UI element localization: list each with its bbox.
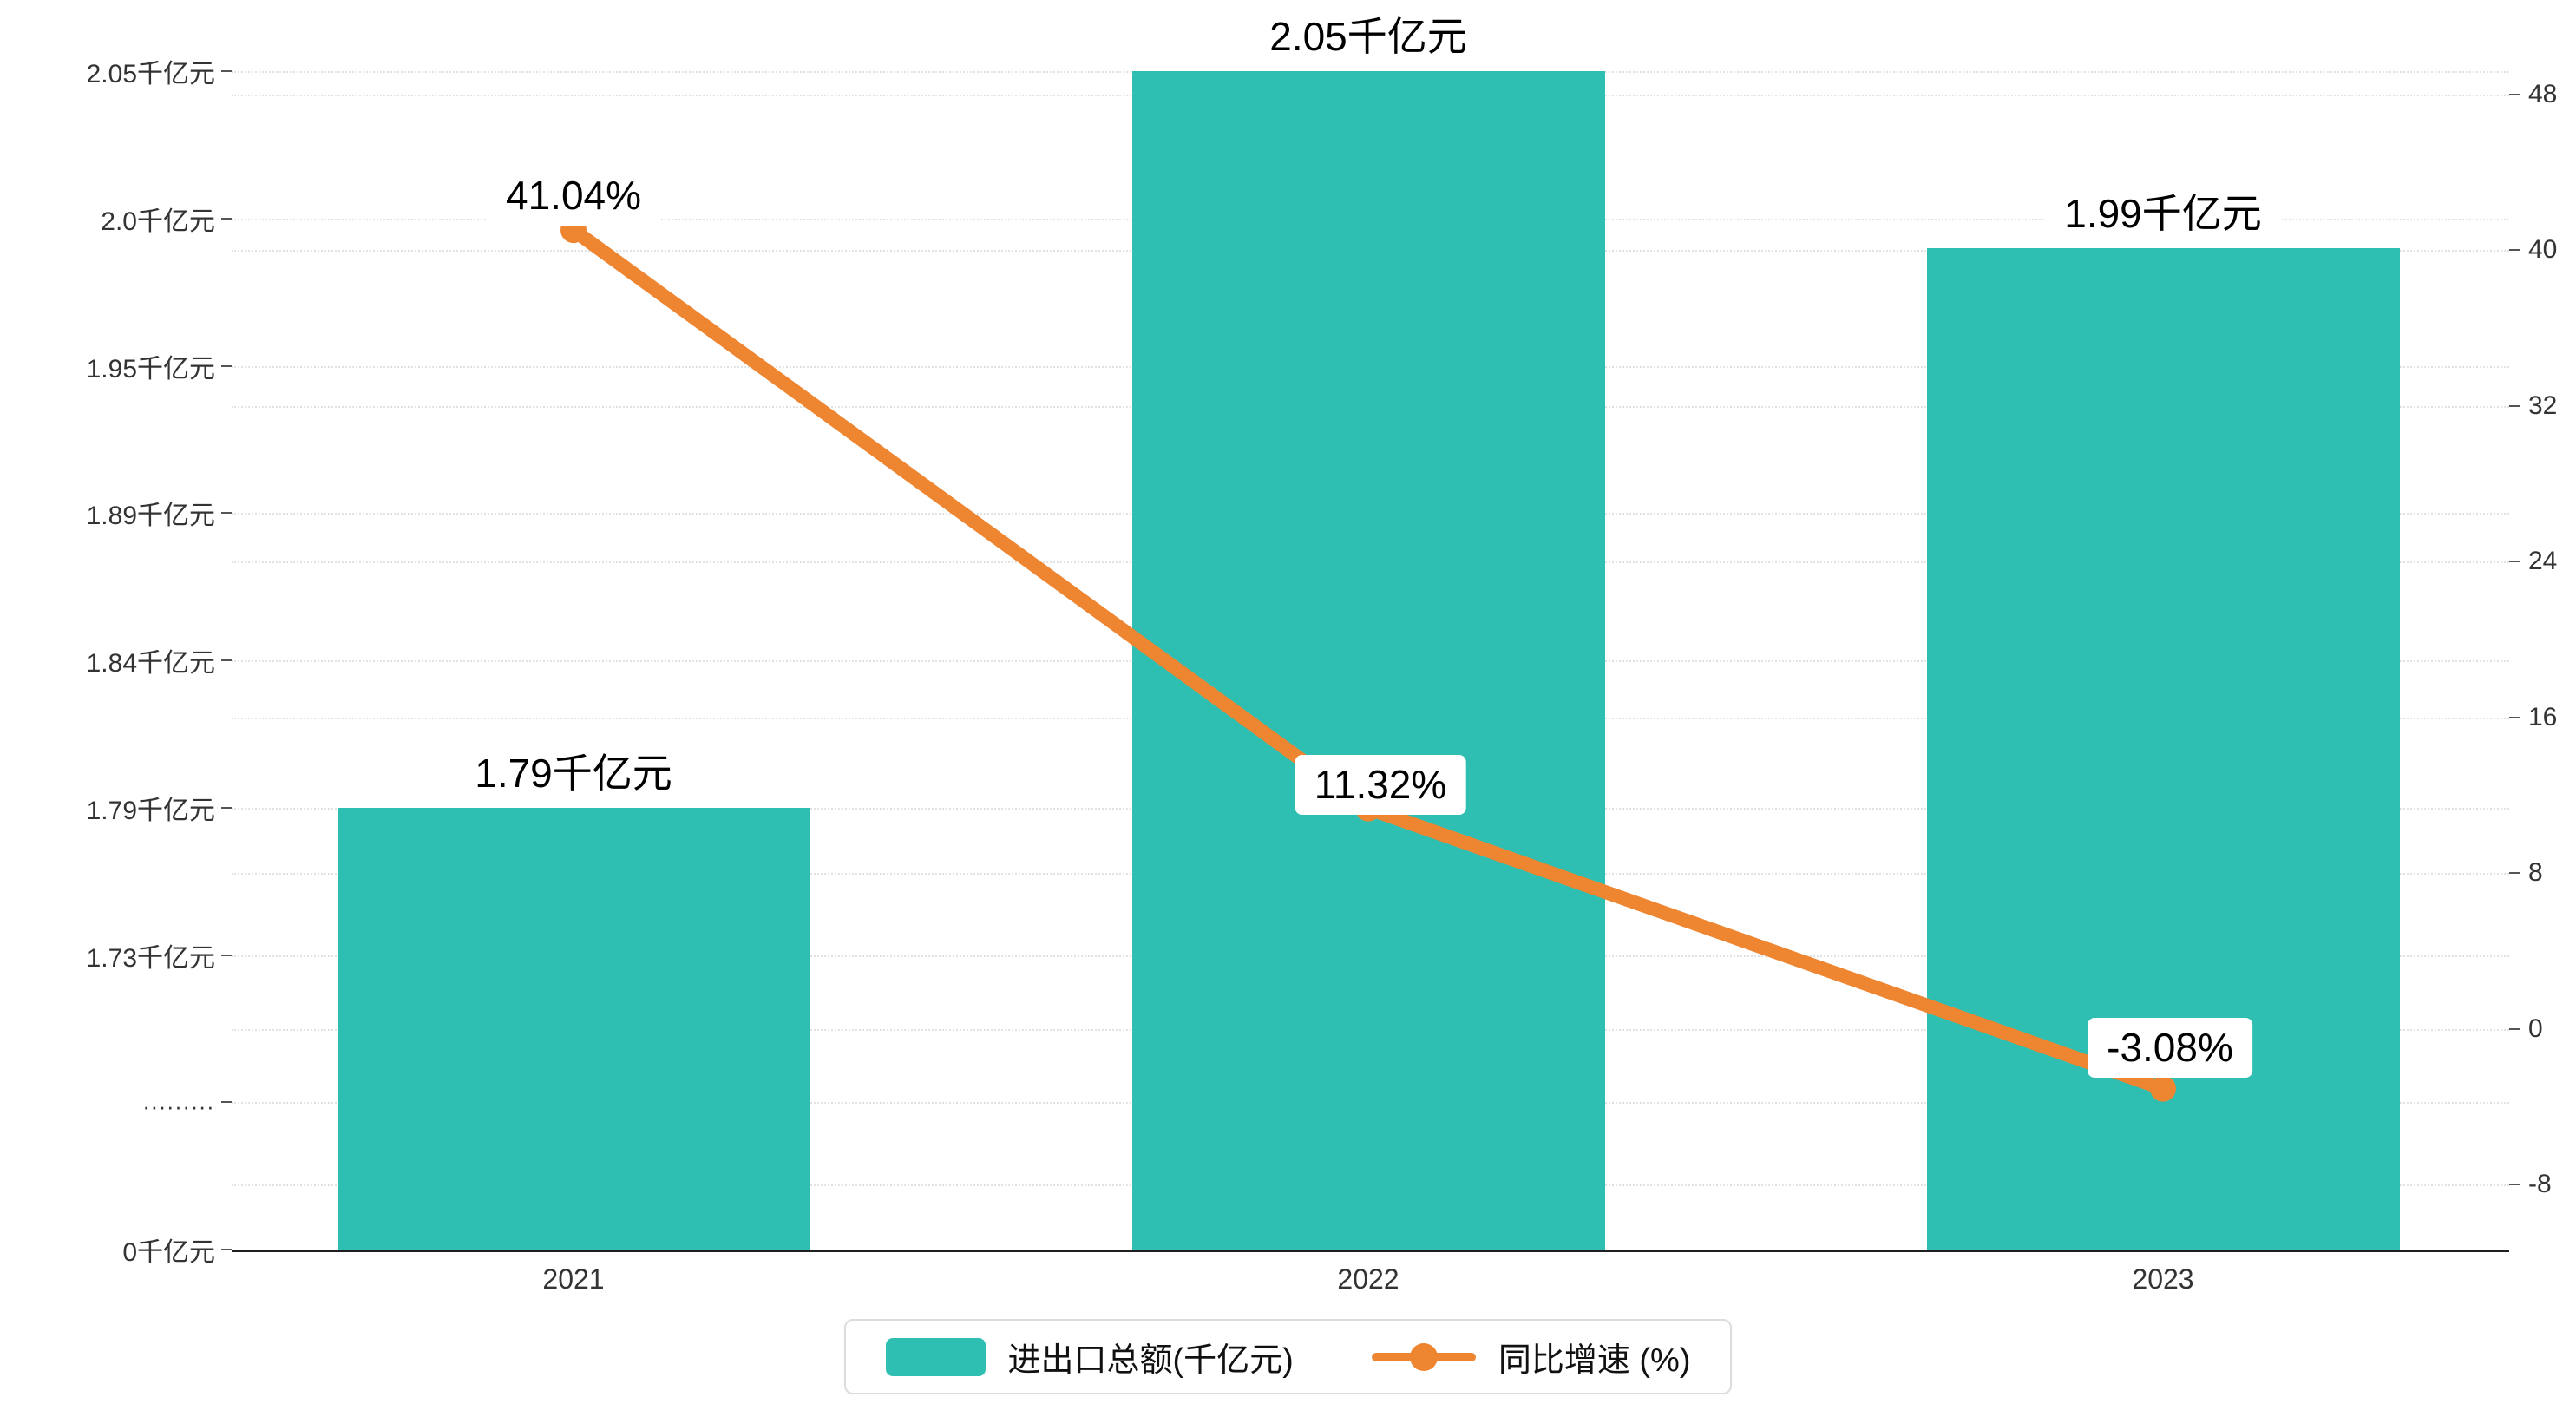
left-axis-tick-label: 2.05千亿元: [86, 60, 215, 89]
legend-item-bar-series[interactable]: 进出口总额(千亿元): [885, 1333, 1294, 1381]
x-axis-category-label: 2023: [2132, 1263, 2194, 1295]
line-point-2023[interactable]: [2150, 1075, 2176, 1102]
right-axis-tick-label: -8: [2528, 1170, 2552, 1198]
bar-2022[interactable]: [1131, 71, 1605, 1250]
bar-2021[interactable]: [337, 807, 810, 1250]
x-axis-category-label: 2022: [1337, 1263, 1399, 1295]
left-axis-tick-mark: [221, 217, 232, 220]
line-value-label: -3.08%: [2088, 1017, 2252, 1079]
left-axis-tick-label: 1.95千亿元: [86, 354, 215, 384]
right-axis-tick-label: 8: [2528, 858, 2543, 888]
right-axis-tick-label: 0: [2528, 1014, 2543, 1043]
left-axis-tick-mark: [221, 70, 232, 72]
left-axis-tick-mark: [221, 659, 232, 661]
left-axis-tick-mark: [221, 1101, 232, 1104]
right-axis-tick-label: 24: [2528, 547, 2558, 576]
right-axis-tick-label: 16: [2528, 702, 2558, 731]
left-axis-tick-label: 1.84千亿元: [86, 649, 215, 678]
bar-value-label: 1.79千亿元: [456, 743, 692, 804]
left-axis-tick-label: 1.89千亿元: [86, 502, 215, 531]
left-axis-tick-mark: [221, 1249, 232, 1250]
x-axis-category-label: 2021: [542, 1263, 605, 1295]
right-axis-tick-mark: [2509, 94, 2520, 95]
right-axis-tick-mark: [2509, 561, 2520, 563]
left-axis-tick-mark: [221, 954, 232, 956]
line-dot-icon: [1371, 1338, 1476, 1376]
right-axis-tick-label: 48: [2528, 80, 2558, 108]
right-axis-tick-mark: [2509, 1027, 2520, 1030]
left-axis-tick-label: 1.73千亿元: [86, 943, 215, 973]
line-value-label: 41.04%: [486, 166, 661, 226]
left-axis-tick-mark: [221, 806, 232, 809]
left-axis-tick-label: 2.0千亿元: [101, 207, 215, 236]
left-axis-tick-label: 0千亿元: [122, 1238, 215, 1267]
bar-value-label: 2.05千亿元: [1250, 7, 1486, 68]
legend-item-line-series[interactable]: 同比增速 (%): [1371, 1333, 1691, 1381]
right-axis-tick-mark: [2509, 404, 2520, 407]
legend-label-line: 同比增速 (%): [1498, 1342, 1691, 1379]
right-axis-tick-mark: [2509, 716, 2520, 718]
growth-line[interactable]: [567, 223, 2170, 1096]
right-axis-tick-mark: [2509, 249, 2520, 252]
right-axis-tick-label: 32: [2528, 390, 2558, 420]
bar-swatch-icon: [885, 1337, 986, 1376]
bar-value-label: 1.99千亿元: [2045, 183, 2281, 245]
right-axis-tick-mark: [2509, 1184, 2520, 1185]
right-axis-tick-mark: [2509, 872, 2520, 875]
legend-label-bar: 进出口总额(千亿元): [1007, 1342, 1294, 1379]
legend: 进出口总额(千亿元) 同比增速 (%): [843, 1319, 1733, 1394]
left-axis-tick-label: 1.79千亿元: [86, 796, 215, 825]
left-axis-tick-mark: [221, 364, 232, 367]
x-axis-line: [232, 1250, 2509, 1252]
left-axis-tick-mark: [221, 512, 232, 515]
left-axis-tick-label: .........: [142, 1088, 215, 1115]
right-axis-tick-label: 40: [2528, 235, 2558, 265]
line-value-label: 11.32%: [1295, 754, 1466, 816]
